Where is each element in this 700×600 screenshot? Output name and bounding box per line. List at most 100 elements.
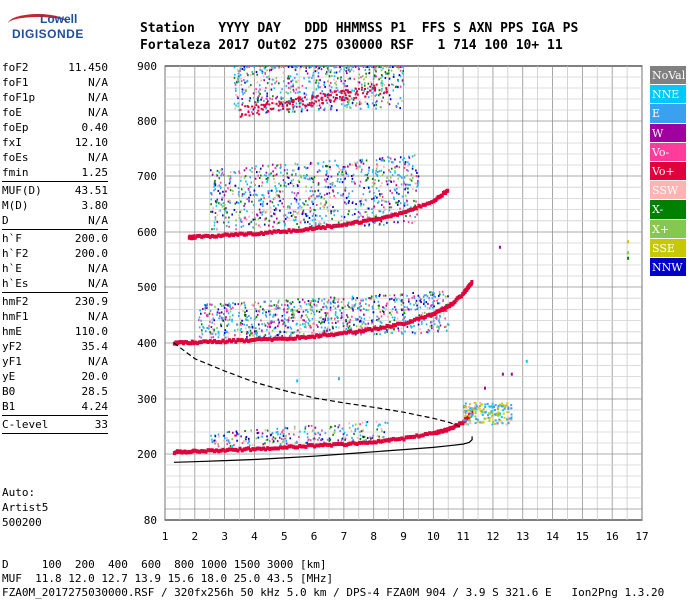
spread-f-echo-cloud-2hop: [223, 333, 226, 336]
y-tick-label: 800: [137, 115, 157, 128]
spread-f-echo-cloud-3hop: [336, 164, 338, 167]
trace-echo-o-mode: [234, 232, 238, 236]
spread-f-echo-cloud-1hop: [378, 423, 381, 426]
echo-4hop-red: [346, 98, 349, 101]
spread-f-echo-cloud-3hop: [351, 190, 354, 193]
trace-echo-o-mode: [264, 230, 268, 235]
spread-f-echo-cloud-2hop: [306, 316, 309, 319]
spread-f-echo-cloud-2hop: [227, 312, 230, 315]
trace-echo-o-mode: [262, 446, 265, 451]
echo-4hop-red: [239, 108, 242, 111]
spread-f-echo-cloud-3hop: [255, 193, 257, 196]
spread-f-echo-cloud-2hop: [394, 297, 397, 300]
spread-f-echo-cloud-2hop: [207, 315, 209, 318]
spread-f-echo-cloud-2hop: [360, 299, 362, 302]
spread-f-echo-cloud-4hop: [366, 66, 369, 68]
spread-f-echo-cloud-2hop: [313, 317, 316, 320]
spread-f-echo-cloud-4hop: [335, 86, 338, 89]
spread-f-echo-cloud-3hop: [388, 156, 390, 159]
spread-f-echo-cloud-2hop: [239, 330, 241, 333]
spread-f-echo-cloud-4hop: [242, 89, 245, 91]
trace-echo-o-mode: [428, 201, 432, 206]
spread-f-echo-cloud-2hop: [206, 304, 209, 307]
spread-f-echo-cloud-1hop: [264, 442, 266, 445]
spread-f-echo-cloud-4hop: [239, 69, 241, 72]
spread-f-echo-cloud-2hop: [265, 315, 268, 318]
trace-echo-o-mode: [342, 330, 346, 335]
spread-f-echo-cloud-3hop: [294, 210, 297, 213]
spread-f-echo-cloud-3hop: [403, 157, 405, 160]
spread-f-echo-cloud-2hop: [291, 308, 293, 311]
spread-f-echo-cloud-2hop: [235, 323, 238, 326]
spread-f-echo-cloud-3hop: [214, 212, 217, 214]
spread-f-echo-cloud-3hop: [354, 163, 357, 166]
spread-f-echo-cloud-2hop: [337, 305, 339, 308]
cusp-echo: [500, 421, 503, 424]
spread-f-echo-cloud-4hop: [243, 66, 246, 68]
spread-f-echo-cloud-3hop: [351, 175, 353, 177]
spread-f-echo-cloud-4hop: [335, 66, 338, 68]
spread-f-echo-cloud-3hop: [261, 184, 263, 187]
spread-f-echo-cloud-2hop: [218, 317, 220, 320]
cusp-echo: [474, 407, 477, 409]
echo-4hop-red: [329, 100, 332, 102]
trace-echo-o-mode: [279, 229, 282, 234]
spread-f-echo-cloud-3hop: [312, 212, 315, 215]
spread-f-echo-cloud-2hop: [249, 326, 251, 329]
spread-f-echo-cloud-4hop: [401, 100, 403, 102]
spread-f-echo-cloud-4hop: [340, 76, 342, 79]
spread-f-echo-cloud-3hop: [210, 210, 212, 213]
spread-f-echo-cloud-4hop: [287, 82, 290, 85]
outlier-echo: [627, 256, 630, 260]
spread-f-echo-cloud-2hop: [330, 317, 333, 320]
spread-f-echo-cloud-4hop: [290, 97, 292, 100]
spread-f-echo-cloud-1hop: [386, 422, 389, 425]
spread-f-echo-cloud-4hop: [293, 76, 296, 79]
echo-4hop-red: [321, 99, 324, 102]
spread-f-echo-cloud-4hop: [301, 84, 304, 87]
spread-f-echo-cloud-1hop: [314, 426, 317, 429]
spread-f-echo-cloud-3hop: [262, 194, 265, 197]
spread-f-echo-cloud-2hop: [213, 323, 216, 325]
spread-f-echo-cloud-2hop: [363, 317, 366, 320]
trace-echo-o-mode: [204, 339, 208, 344]
spread-f-echo-cloud-2hop: [447, 329, 449, 332]
spread-f-echo-cloud-1hop: [366, 421, 369, 423]
trace-echo-o-mode: [342, 443, 346, 448]
spread-f-echo-cloud-4hop: [268, 78, 271, 80]
spread-f-echo-cloud-3hop: [231, 213, 233, 216]
spread-f-echo-cloud-3hop: [341, 168, 344, 171]
spread-f-echo-cloud-2hop: [329, 328, 331, 331]
spread-f-echo-cloud-3hop: [325, 170, 328, 173]
spread-f-echo-cloud-4hop: [330, 82, 332, 84]
param-value: 1.25: [81, 166, 109, 179]
spread-f-echo-cloud-3hop: [384, 208, 386, 211]
spread-f-echo-cloud-1hop: [359, 423, 361, 426]
spread-f-echo-cloud-3hop: [353, 181, 356, 184]
spread-f-echo-cloud-3hop: [310, 186, 313, 189]
spread-f-echo-cloud-2hop: [293, 306, 295, 308]
cusp-echo: [475, 417, 478, 420]
spread-f-echo-cloud-2hop: [427, 331, 429, 334]
spread-f-echo-cloud-2hop: [332, 327, 334, 330]
spread-f-echo-cloud-2hop: [377, 316, 380, 319]
spread-f-echo-cloud-4hop: [366, 87, 369, 90]
spread-f-echo-cloud-4hop: [272, 95, 274, 98]
trace-echo-o-mode: [223, 448, 227, 453]
spread-f-echo-cloud-3hop: [379, 194, 381, 197]
trace-echo-o-mode: [396, 437, 400, 442]
spread-f-echo-cloud-2hop: [268, 313, 271, 316]
spread-f-echo-cloud-4hop: [315, 66, 318, 68]
spread-f-echo-cloud-2hop: [225, 316, 227, 319]
echo-4hop-red: [260, 103, 263, 106]
spread-f-echo-cloud-4hop: [278, 82, 280, 85]
spread-f-echo-cloud-1hop: [226, 437, 228, 439]
spread-f-echo-cloud-2hop: [347, 301, 350, 304]
spread-f-echo-cloud-4hop: [258, 84, 261, 87]
spread-f-echo-cloud-3hop: [240, 225, 243, 228]
spread-f-echo-cloud-3hop: [221, 196, 224, 199]
spread-f-echo-cloud-1hop: [294, 442, 297, 445]
echo-4hop-red: [365, 92, 368, 95]
spread-f-echo-cloud-3hop: [229, 201, 231, 204]
spread-f-echo-cloud-4hop: [386, 72, 389, 75]
